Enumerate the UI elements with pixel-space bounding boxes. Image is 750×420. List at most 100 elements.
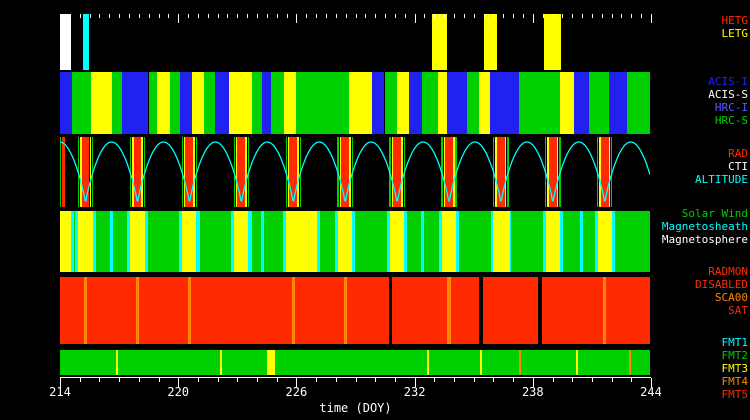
series-label-acis-s: ACIS-S (708, 88, 748, 101)
axis-minor-tick (158, 378, 160, 382)
series-label-fmt2: FMT2 (721, 349, 749, 362)
axis-minor-tick (266, 14, 268, 18)
timeline-segment-red (445, 137, 453, 207)
timeline-segment-yellow (478, 72, 490, 134)
timeline-segment-black (388, 277, 393, 344)
axis-minor-tick (138, 14, 140, 18)
axis-minor-tick (631, 14, 633, 18)
timeline-segment-cyan (70, 211, 75, 272)
timeline-segment-blue (60, 72, 72, 134)
timeline-segment-yellow (576, 350, 579, 375)
timeline-segment-yellow (599, 137, 601, 207)
timeline-segment-yellow (608, 137, 611, 207)
axis-minor-tick (572, 14, 574, 18)
axis-minor-tick (355, 14, 357, 18)
timeline-segment-green (627, 72, 650, 134)
axis-minor-tick (99, 378, 101, 382)
side-labels: HETG LETG ACIS-I ACIS-S HRC-I HRC-S RAD CTI ALTI… (648, 0, 750, 420)
timeline-segment-yellow (397, 72, 410, 134)
timeline-segment-yellow (141, 137, 143, 207)
axis-minor-tick (394, 14, 396, 18)
timeline-segment-cyan (420, 211, 424, 272)
timeline-segment-yellow (559, 72, 575, 134)
timeline-segment-yellow (91, 72, 113, 134)
x-axis-line (60, 377, 651, 378)
timeline-segment-yellow (349, 137, 351, 207)
timeline-segment-yellow (193, 137, 195, 207)
axis-minor-tick (276, 14, 278, 18)
axis-minor-tick (473, 14, 475, 18)
axis-major-tick (60, 378, 61, 387)
axis-tick-label: 238 (521, 385, 544, 399)
timeline-segment-yellow (338, 211, 353, 272)
timeline-segment-yellow (431, 14, 448, 70)
timeline-segment-yellow (437, 72, 448, 134)
band-solar-wind (60, 211, 650, 272)
axis-minor-tick (335, 14, 337, 18)
axis-minor-tick (335, 378, 337, 382)
series-label-fmt1: FMT1 (721, 336, 749, 349)
axis-minor-tick (89, 14, 91, 18)
band-radmon (60, 277, 650, 344)
timeline-segment-orange (135, 277, 140, 344)
timeline-segment-cyan (404, 211, 408, 272)
axis-minor-tick (562, 14, 564, 18)
series-label-radmon: RADMON (708, 265, 748, 278)
timeline-segment-orange (603, 277, 607, 344)
timeline-segment-yellow (391, 137, 394, 207)
timeline-segment-orange (447, 277, 451, 344)
timeline-segment-cyan (611, 211, 615, 272)
axis-minor-tick (158, 14, 160, 18)
timeline-segment-cyan (438, 211, 442, 272)
timeline-segment-red (496, 137, 505, 207)
axis-minor-tick (79, 378, 81, 382)
axis-minor-tick (286, 14, 288, 18)
x-axis-title: time (DOY) (319, 401, 392, 415)
axis-minor-tick (522, 14, 524, 18)
timeline-segment-black (538, 277, 542, 344)
series-label-fmt3: FMT3 (721, 362, 749, 375)
axis-minor-tick (375, 14, 377, 18)
timeline-segment-blue (409, 72, 422, 134)
series-label-hrc-s: HRC-S (714, 114, 748, 127)
timeline-segment-cyan (127, 211, 131, 272)
axis-tick-label: 214 (49, 385, 71, 399)
axis-minor-tick (168, 14, 170, 18)
timeline-segment-red (600, 137, 609, 207)
timeline-segment-yellow (116, 350, 118, 375)
timeline-segment-blue (261, 72, 272, 134)
axis-tick-labels: 214 220 226 232 238 244 (49, 385, 662, 399)
series-label-hrc-i: HRC-I (714, 101, 748, 114)
series-label-acis-i: ACIS-I (708, 75, 748, 88)
axis-minor-tick (473, 378, 475, 382)
axis-tick-label: 220 (167, 385, 190, 399)
axis-minor-tick (217, 14, 219, 18)
timeline-segment-green (71, 72, 92, 134)
timeline-segment-green (112, 72, 122, 134)
axis-minor-tick (572, 378, 574, 382)
timeline-segment-red (548, 137, 557, 207)
timeline-segment-green (519, 72, 560, 134)
timeline-segment-yellow (547, 137, 549, 207)
axis-minor-tick (69, 14, 71, 18)
timeline-segment-yellow (426, 350, 429, 375)
axis-minor-tick (454, 378, 455, 382)
timeline-segment-green (170, 72, 180, 134)
timeline-segment-cyan (75, 211, 79, 272)
timeline-segment-blue (179, 72, 192, 134)
series-label-altitude: ALTITUDE (695, 173, 748, 186)
timeline-segment-cyan (490, 211, 494, 272)
axis-minor-tick (493, 378, 495, 382)
timeline-segment-green (251, 72, 262, 134)
axis-minor-tick (148, 14, 150, 18)
timeline-segment-yellow (492, 211, 511, 272)
series-label-letg: LETG (721, 27, 749, 40)
axis-minor-tick (503, 14, 505, 18)
axis-minor-tick (611, 378, 613, 382)
axis-minor-tick (247, 14, 249, 18)
axis-minor-tick (355, 378, 357, 382)
timeline-segment-yellow (441, 211, 457, 272)
axis-minor-tick (404, 14, 406, 18)
axis-minor-tick (276, 378, 278, 382)
timeline-segment-cyan (231, 211, 235, 272)
